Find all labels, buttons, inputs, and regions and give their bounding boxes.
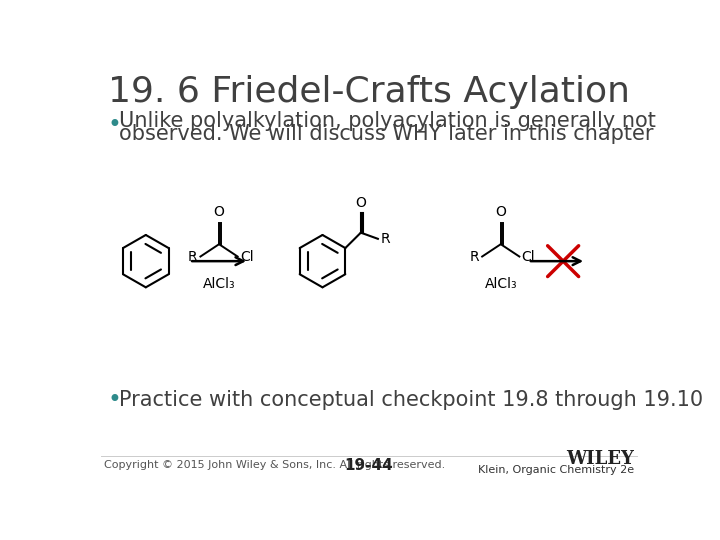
- Text: observed. We will discuss WHY later in this chapter: observed. We will discuss WHY later in t…: [120, 124, 654, 144]
- Text: Practice with conceptual checkpoint 19.8 through 19.10: Practice with conceptual checkpoint 19.8…: [120, 390, 703, 410]
- Text: •: •: [107, 388, 121, 411]
- Text: R: R: [380, 232, 390, 246]
- Text: O: O: [356, 195, 366, 210]
- Text: AlCl₃: AlCl₃: [485, 277, 517, 291]
- Text: O: O: [495, 205, 506, 219]
- Text: O: O: [214, 205, 225, 219]
- Text: 19. 6 Friedel-Crafts Acylation: 19. 6 Friedel-Crafts Acylation: [108, 75, 630, 109]
- Text: Klein, Organic Chemistry 2e: Klein, Organic Chemistry 2e: [478, 465, 634, 475]
- Text: R: R: [188, 251, 197, 264]
- Text: •: •: [107, 113, 121, 137]
- Text: R: R: [469, 251, 479, 264]
- Text: Copyright © 2015 John Wiley & Sons, Inc. All rights reserved.: Copyright © 2015 John Wiley & Sons, Inc.…: [104, 460, 445, 470]
- Text: AlCl₃: AlCl₃: [203, 277, 235, 291]
- Text: WILEY: WILEY: [566, 450, 634, 468]
- Text: 19-44: 19-44: [345, 458, 393, 472]
- Text: Cl: Cl: [522, 251, 535, 264]
- Text: Unlike polyalkylation, polyacylation is generally not: Unlike polyalkylation, polyacylation is …: [120, 111, 657, 131]
- Text: Cl: Cl: [240, 251, 253, 264]
